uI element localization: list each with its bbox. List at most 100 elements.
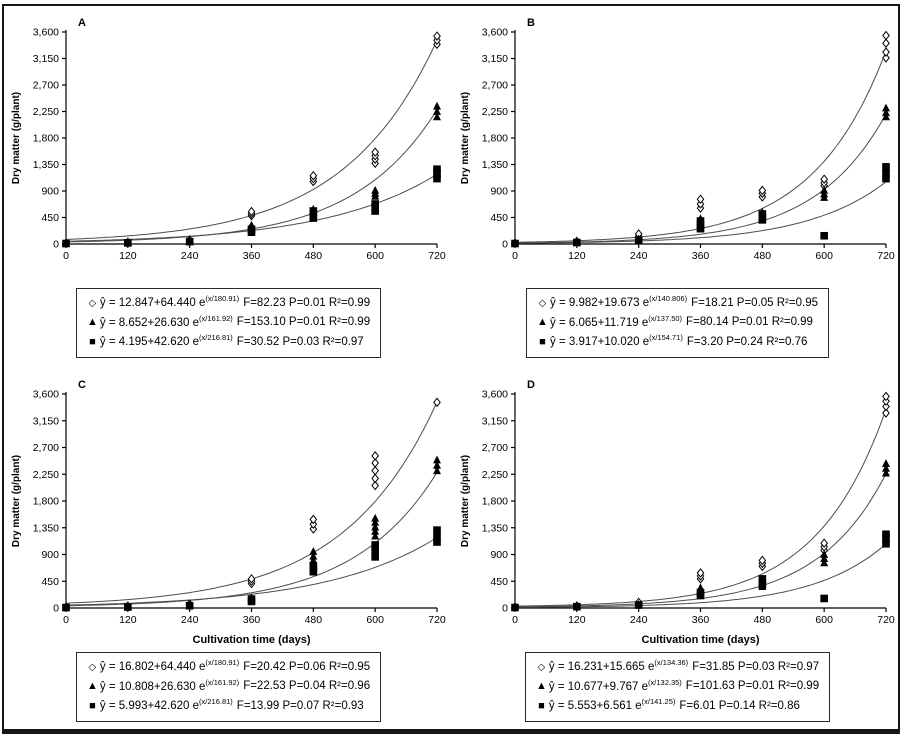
svg-text:900: 900: [490, 549, 508, 561]
svg-text:600: 600: [366, 614, 384, 626]
svg-text:3,150: 3,150: [33, 53, 59, 65]
svg-text:2,250: 2,250: [482, 106, 508, 118]
svg-text:0: 0: [502, 239, 508, 251]
svg-text:900: 900: [41, 549, 59, 561]
svg-text:450: 450: [490, 576, 508, 588]
svg-text:0: 0: [53, 602, 59, 614]
stats-text: F=30.52 P=0.03 R²=0.97: [236, 336, 364, 349]
svg-text:1,350: 1,350: [33, 159, 59, 171]
svg-text:0: 0: [502, 602, 508, 614]
equation-text: ŷ = 10.808+26.630 e(x/161.92) F=22.53 P=0…: [99, 677, 371, 693]
stats-text: F=153.10 P=0.01 R²=0.99: [236, 316, 371, 329]
open-diamond-icon: ◇: [537, 661, 546, 673]
panel-a-chart: 0 450 900 1,350 1,800 2,250 2,700 3,150 3,600 0 12…: [11, 17, 446, 262]
equation-text: ŷ = 4.195+42.620 e(x/216.81) F=30.52 P=0.…: [99, 333, 364, 349]
panel-b-legend: ◇ ŷ = 9.982+19.673 e(x/140.806) F=18.21 P…: [526, 288, 829, 358]
svg-text:120: 120: [119, 614, 137, 626]
svg-text:480: 480: [754, 250, 772, 262]
svg-text:120: 120: [568, 614, 586, 626]
panel-c: 0 450 900 1,350 1,800 2,250 2,700 3,150 3,600 0 12…: [4, 372, 453, 722]
svg-text:450: 450: [41, 576, 59, 588]
svg-text:2,700: 2,700: [33, 80, 59, 92]
filled-triangle-icon: ▲: [537, 316, 548, 329]
svg-text:720: 720: [428, 614, 446, 626]
svg-text:A: A: [78, 17, 86, 29]
svg-text:C: C: [78, 379, 86, 391]
svg-text:3,600: 3,600: [33, 27, 59, 39]
svg-text:Cultivation time (days): Cultivation time (days): [642, 634, 760, 646]
svg-text:2,250: 2,250: [33, 469, 59, 481]
svg-text:600: 600: [815, 614, 833, 626]
stats-text: F=13.99 P=0.07 R²=0.93: [236, 700, 364, 713]
svg-text:3,150: 3,150: [482, 415, 508, 427]
svg-text:1,800: 1,800: [33, 133, 59, 145]
svg-text:0: 0: [512, 250, 518, 262]
svg-text:0: 0: [63, 250, 69, 262]
equation-text: ŷ = 8.652+26.630 e(x/161.92) F=153.10 P=0…: [99, 313, 371, 329]
filled-square-icon: ■: [539, 336, 546, 349]
svg-text:0: 0: [53, 239, 59, 251]
legend-row: ■ ŷ = 5.993+42.620 e(x/216.81) F=13.99 P=…: [85, 696, 370, 716]
legend-row: ▲ ŷ = 10.808+26.630 e(x/161.92) F=22.53 P…: [85, 677, 370, 697]
svg-text:0: 0: [63, 614, 69, 626]
svg-text:Dry matter (g/plant): Dry matter (g/plant): [460, 455, 471, 547]
legend-row: ■ ŷ = 3.917+10.020 e(x/154.71) F=3.20 P=0…: [535, 332, 818, 352]
svg-text:240: 240: [181, 614, 199, 626]
svg-text:450: 450: [41, 212, 59, 224]
filled-triangle-icon: ▲: [86, 680, 98, 693]
svg-text:600: 600: [366, 250, 384, 262]
svg-text:0: 0: [512, 614, 518, 626]
legend-row: ▲ ŷ = 8.652+26.630 e(x/161.92) F=153.10 P…: [85, 313, 370, 333]
svg-text:3,600: 3,600: [482, 27, 508, 39]
svg-text:3,600: 3,600: [33, 388, 59, 400]
panel-c-chart: 0 450 900 1,350 1,800 2,250 2,700 3,150 3,600 0 12…: [11, 379, 446, 646]
svg-text:360: 360: [243, 250, 261, 262]
stats-text: F=6.01 P=0.14 R²=0.86: [679, 700, 800, 713]
filled-square-icon: ■: [538, 700, 545, 713]
panel-d-chart: 0 450 900 1,350 1,800 2,250 2,700 3,150 3,600 0 12…: [460, 379, 895, 646]
svg-text:D: D: [527, 379, 535, 391]
svg-text:1,350: 1,350: [33, 522, 59, 534]
legend-row: ◇ ŷ = 16.802+64.440 e(x/180.91) F=20.42 P…: [85, 657, 371, 677]
panel-d-legend: ◇ ŷ = 16.231+15.665 e(x/134.36) F=31.85 P…: [524, 651, 831, 722]
panel-b-chart: 0 450 900 1,350 1,800 2,250 2,700 3,150 3,600 0 12…: [460, 17, 895, 262]
panel-c-legend: ◇ ŷ = 16.802+64.440 e(x/180.91) F=20.42 P…: [75, 651, 382, 722]
legend-row: ◇ ŷ = 12.847+64.440 e(x/180.91) F=82.23 P…: [85, 293, 371, 313]
stats-text: F=3.20 P=0.24 R²=0.76: [686, 336, 808, 349]
stats-text: F=18.21 P=0.05 R²=0.95: [691, 296, 818, 309]
legend-row: ◇ ŷ = 9.982+19.673 e(x/140.806) F=18.21 P…: [535, 293, 818, 313]
svg-text:2,250: 2,250: [482, 469, 508, 481]
svg-text:240: 240: [181, 250, 199, 262]
svg-text:720: 720: [877, 250, 895, 262]
stats-text: F=101.63 P=0.01 R²=0.99: [685, 680, 820, 693]
svg-text:B: B: [527, 17, 535, 29]
svg-text:2,700: 2,700: [33, 442, 59, 454]
filled-triangle-icon: ▲: [86, 316, 98, 329]
svg-text:1,350: 1,350: [482, 159, 508, 171]
svg-text:2,250: 2,250: [33, 106, 59, 118]
svg-text:1,800: 1,800: [33, 495, 59, 507]
equation-text: ŷ = 6.065+11.719 e(x/137.50) F=80.14 P=0.…: [550, 313, 813, 329]
svg-text:720: 720: [877, 614, 895, 626]
svg-text:Dry matter (g/plant): Dry matter (g/plant): [11, 92, 22, 184]
open-diamond-icon: ◇: [88, 661, 97, 673]
svg-text:120: 120: [568, 250, 586, 262]
panel-d: 0 450 900 1,350 1,800 2,250 2,700 3,150 3,600 0 12…: [453, 372, 902, 722]
svg-text:450: 450: [490, 212, 508, 224]
figure-frame: 0 450 900 1,350 1,800 2,250 2,700 3,150 3,600 0 12…: [2, 4, 900, 734]
svg-text:360: 360: [692, 614, 710, 626]
equation-text: ŷ = 16.231+15.665 e(x/134.36) F=31.85 P=0…: [548, 657, 820, 673]
panel-a: 0 450 900 1,350 1,800 2,250 2,700 3,150 3,600 0 12…: [4, 10, 453, 358]
svg-text:2,700: 2,700: [482, 80, 508, 92]
svg-text:Dry matter (g/plant): Dry matter (g/plant): [460, 92, 471, 184]
equation-text: ŷ = 16.802+64.440 e(x/180.91) F=20.42 P=0…: [99, 657, 371, 673]
svg-text:Dry matter (g/plant): Dry matter (g/plant): [11, 455, 22, 547]
svg-text:1,800: 1,800: [482, 495, 508, 507]
filled-square-icon: ■: [89, 336, 96, 349]
equation-text: ŷ = 9.982+19.673 e(x/140.806) F=18.21 P=0…: [550, 294, 818, 309]
svg-text:1,350: 1,350: [482, 522, 508, 534]
svg-text:3,600: 3,600: [482, 388, 508, 400]
legend-row: ▲ ŷ = 10.677+9.767 e(x/132.35) F=101.63 P…: [534, 677, 819, 697]
svg-text:900: 900: [490, 186, 508, 198]
open-diamond-icon: ◇: [88, 297, 97, 309]
